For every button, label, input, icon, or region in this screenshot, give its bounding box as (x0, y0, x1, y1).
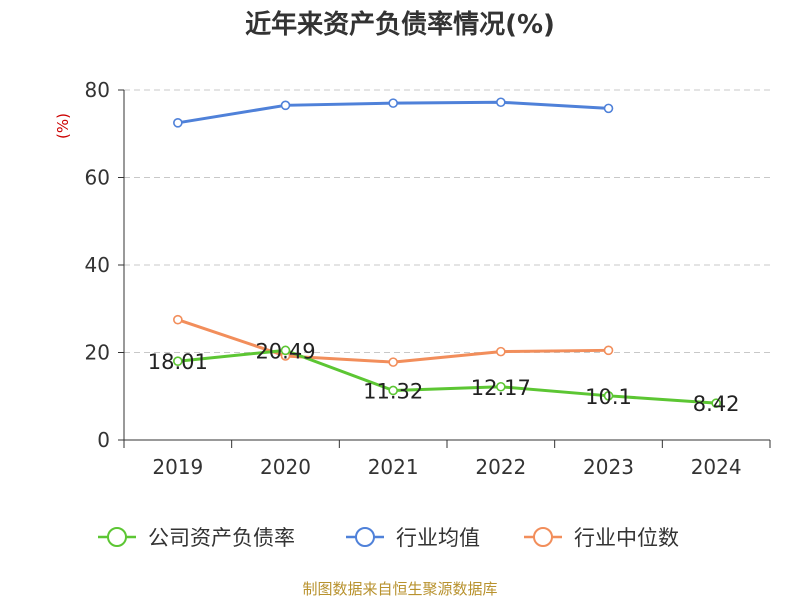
data-label: 12.17 (471, 376, 531, 400)
grid-lines (124, 89, 770, 353)
y-tick-label: 80 (85, 78, 110, 102)
source-note: 制图数据来自恒生聚源数据库 (302, 580, 498, 598)
data-point[interactable] (603, 103, 614, 114)
y-tick-label: 0 (97, 428, 110, 452)
y-tick-label: 20 (85, 341, 110, 365)
data-point[interactable] (496, 381, 506, 392)
y-axis-label: (%) (54, 113, 72, 139)
y-tick-label: 60 (85, 166, 110, 190)
legend-marker (533, 527, 553, 547)
data-point[interactable] (496, 97, 506, 108)
data-label: 10.1 (585, 385, 632, 409)
legend-label[interactable]: 公司资产负债率 (148, 526, 295, 550)
legend-label[interactable]: 行业均值 (396, 526, 480, 550)
data-label: 11.32 (363, 379, 423, 403)
x-tick-label: 2020 (260, 455, 311, 479)
data-label: 18.01 (148, 350, 208, 374)
chart-title: 近年来资产负债率情况(%) (245, 10, 555, 40)
axes: 0 20 40 60 80 2019 2020 2021 2022 2023 2024 (%) (54, 78, 771, 479)
data-label: 20.49 (255, 339, 315, 363)
legend: 公司资产负债率 行业均值 行业中位数 (98, 526, 679, 550)
data-point[interactable] (280, 345, 291, 356)
data-label: 8.42 (693, 392, 740, 416)
data-point[interactable] (603, 391, 614, 401)
x-tick-label: 2021 (368, 455, 419, 479)
data-point[interactable] (388, 98, 398, 108)
data-point[interactable] (496, 346, 506, 357)
x-tick-label: 2022 (475, 455, 526, 479)
x-tick-label: 2024 (691, 455, 742, 479)
data-point[interactable] (388, 385, 398, 396)
legend-marker (355, 527, 375, 547)
data-point[interactable] (173, 118, 183, 128)
data-labels: 18.01 20.49 11.32 12.17 10.1 8.42 (148, 339, 740, 416)
data-point[interactable] (603, 345, 614, 356)
legend-marker (107, 527, 127, 547)
data-point[interactable] (388, 357, 398, 367)
series-line (177, 348, 717, 405)
series-lines (173, 97, 721, 408)
data-point[interactable] (173, 356, 183, 367)
legend-label[interactable]: 行业中位数 (574, 526, 679, 550)
data-point[interactable] (173, 314, 183, 325)
data-point[interactable] (280, 100, 291, 111)
data-point[interactable] (711, 398, 721, 408)
x-tick-label: 2019 (152, 455, 203, 479)
y-tick-label: 40 (85, 253, 110, 277)
x-tick-label: 2023 (583, 455, 634, 479)
